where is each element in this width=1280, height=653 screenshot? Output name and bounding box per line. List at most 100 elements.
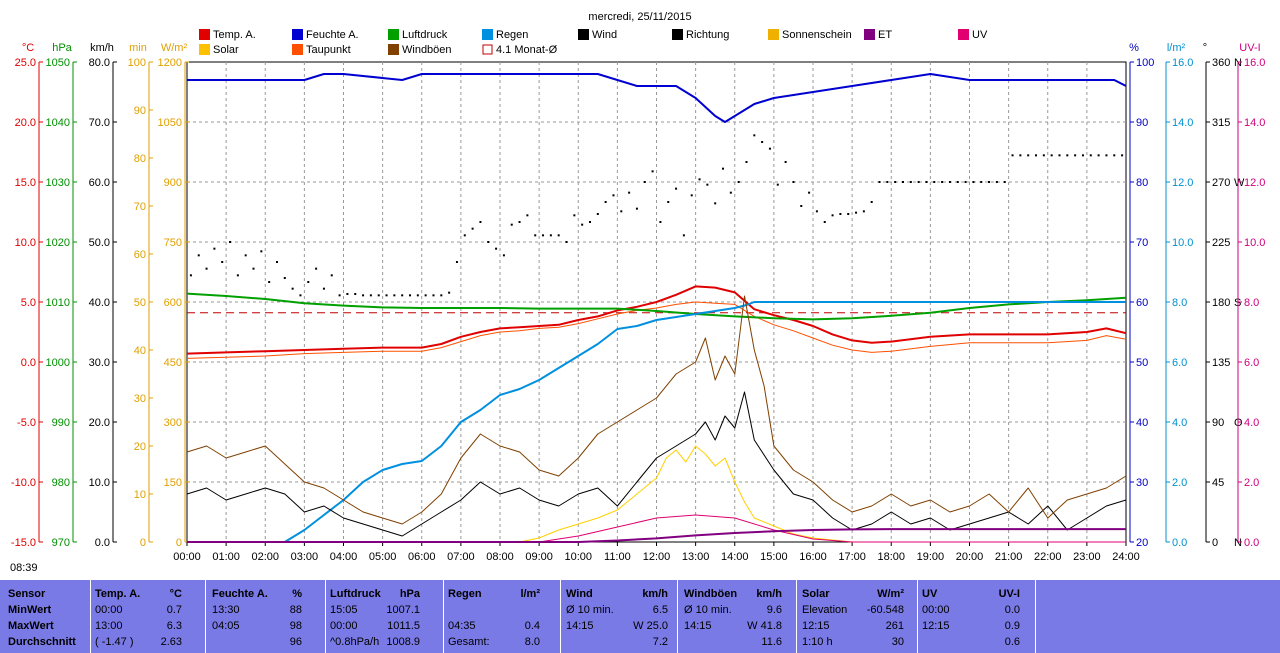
rain-tick-label: 2.0 bbox=[1172, 477, 1187, 489]
dir-tick-label: 360 bbox=[1212, 57, 1230, 69]
table-cell: 00:00 bbox=[95, 604, 123, 616]
table-cell: W 41.8 bbox=[747, 620, 782, 632]
temp-tick-label: 10.0 bbox=[15, 237, 36, 249]
uv-tick-label: 6.0 bbox=[1244, 357, 1259, 369]
table-cell: 9.6 bbox=[766, 604, 782, 616]
solar-tick-label: 0 bbox=[176, 537, 182, 549]
press-tick-label: 990 bbox=[52, 417, 70, 429]
direction-point bbox=[604, 201, 607, 203]
table-cell: 00:00 bbox=[330, 620, 358, 632]
direction-point bbox=[800, 205, 803, 207]
press-tick-label: 1030 bbox=[46, 177, 70, 189]
solar-tick-label: 750 bbox=[164, 237, 182, 249]
direction-point bbox=[768, 147, 771, 150]
direction-point bbox=[275, 261, 278, 263]
table-header-cell: MaxWert bbox=[8, 620, 54, 632]
table-separator bbox=[1035, 580, 1036, 653]
legend-label: Richtung bbox=[686, 29, 729, 41]
direction-point bbox=[1066, 154, 1069, 157]
direction-point bbox=[416, 294, 419, 297]
table-header-cell: MinWert bbox=[8, 604, 52, 616]
direction-point bbox=[432, 294, 435, 297]
dew-series-line bbox=[186, 301, 1127, 359]
legend-swatch bbox=[388, 44, 399, 55]
legend-label: ET bbox=[878, 29, 892, 41]
temp-tick-label: 0.0 bbox=[21, 357, 36, 369]
press-tick-label: 1040 bbox=[46, 117, 70, 129]
uv-tick-label: 10.0 bbox=[1244, 237, 1265, 249]
direction-point bbox=[377, 294, 380, 297]
table-separator bbox=[796, 580, 797, 653]
sunmin-tick-label: 80 bbox=[134, 153, 146, 165]
direction-point bbox=[675, 187, 678, 190]
dir-tick-label: 90 bbox=[1212, 417, 1224, 429]
direction-point bbox=[635, 207, 638, 210]
hum-tick-label: 30 bbox=[1136, 477, 1148, 489]
temp-tick-label: -5.0 bbox=[17, 417, 36, 429]
temp-tick-label: -10.0 bbox=[11, 477, 36, 489]
x-tick-label: 09:00 bbox=[525, 551, 553, 563]
x-tick-label: 11:00 bbox=[604, 551, 631, 563]
legend-label: Regen bbox=[496, 29, 528, 41]
press-tick-label: 1050 bbox=[46, 57, 70, 69]
direction-point bbox=[753, 134, 756, 137]
table-header-cell: Luftdruck bbox=[330, 588, 381, 600]
solar-tick-label: 450 bbox=[164, 357, 182, 369]
hum-axis-unit: % bbox=[1129, 42, 1139, 54]
direction-point bbox=[729, 191, 732, 194]
rain-tick-label: 10.0 bbox=[1172, 237, 1193, 249]
legend-label: Wind bbox=[592, 29, 617, 41]
sunmin-axis-unit: min bbox=[129, 42, 147, 54]
direction-point bbox=[385, 294, 388, 297]
direction-point bbox=[542, 234, 545, 237]
x-tick-label: 00:00 bbox=[173, 551, 201, 563]
legend-swatch bbox=[864, 29, 875, 40]
table-cell: 0.6 bbox=[1004, 636, 1020, 648]
table-header-cell: Windböen bbox=[684, 588, 738, 600]
direction-point bbox=[901, 181, 904, 183]
direction-point bbox=[706, 183, 709, 186]
temp-tick-label: 25.0 bbox=[15, 57, 36, 69]
temp-axis-unit: °C bbox=[22, 42, 34, 54]
table-cell: Elevation bbox=[802, 604, 848, 616]
legend-swatch bbox=[578, 29, 589, 40]
direction-point bbox=[229, 241, 232, 243]
weather-chart: mercredi, 25/11/2015 Temp. A. Feuchte A. L… bbox=[10, 11, 1265, 574]
uv-tick-label: 0.0 bbox=[1244, 537, 1259, 549]
x-tick-label: 18:00 bbox=[877, 551, 905, 563]
wind-tick-label: 30.0 bbox=[89, 357, 110, 369]
solar-tick-label: 300 bbox=[164, 417, 182, 429]
temp-tick-label: 15.0 bbox=[15, 177, 36, 189]
sunmin-tick-label: 30 bbox=[134, 393, 146, 405]
hum-tick-label: 40 bbox=[1136, 417, 1148, 429]
legend-swatch bbox=[768, 29, 779, 40]
uv-tick-label: 4.0 bbox=[1244, 417, 1259, 429]
legend-label: Temp. A. bbox=[213, 29, 256, 41]
press-tick-label: 970 bbox=[52, 537, 70, 549]
direction-point bbox=[315, 267, 318, 270]
direction-point bbox=[346, 293, 349, 295]
x-tick-label: 07:00 bbox=[447, 551, 475, 563]
direction-point bbox=[808, 191, 811, 194]
temp-tick-label: 20.0 bbox=[15, 117, 36, 129]
table-header-cell: % bbox=[292, 588, 302, 600]
table-cell: ^0.8hPa/h bbox=[330, 636, 380, 648]
rain-tick-label: 8.0 bbox=[1172, 297, 1187, 309]
direction-point bbox=[369, 294, 372, 297]
wind-tick-label: 40.0 bbox=[89, 297, 110, 309]
wind-tick-label: 10.0 bbox=[89, 477, 110, 489]
sunmin-tick-label: 60 bbox=[134, 249, 146, 261]
table-header-cell: W/m² bbox=[877, 588, 904, 600]
press-tick-label: 1020 bbox=[46, 237, 70, 249]
table-header-cell: Solar bbox=[802, 588, 830, 600]
rain-tick-label: 4.0 bbox=[1172, 417, 1187, 429]
left-axes: °C 25.0 20.0 15.0 10.0 5.0 0.0 -5.0 -10.0 -15.0 hP… bbox=[11, 42, 189, 549]
direction-point bbox=[831, 214, 834, 217]
table-cell: 96 bbox=[289, 636, 302, 648]
direction-point bbox=[283, 277, 286, 279]
direction-point bbox=[338, 294, 341, 297]
table-cell: 00:00 bbox=[922, 604, 950, 616]
table-cell: 8.0 bbox=[524, 636, 540, 648]
legend-swatch bbox=[199, 29, 210, 40]
legend-label: Windböen bbox=[402, 44, 452, 56]
